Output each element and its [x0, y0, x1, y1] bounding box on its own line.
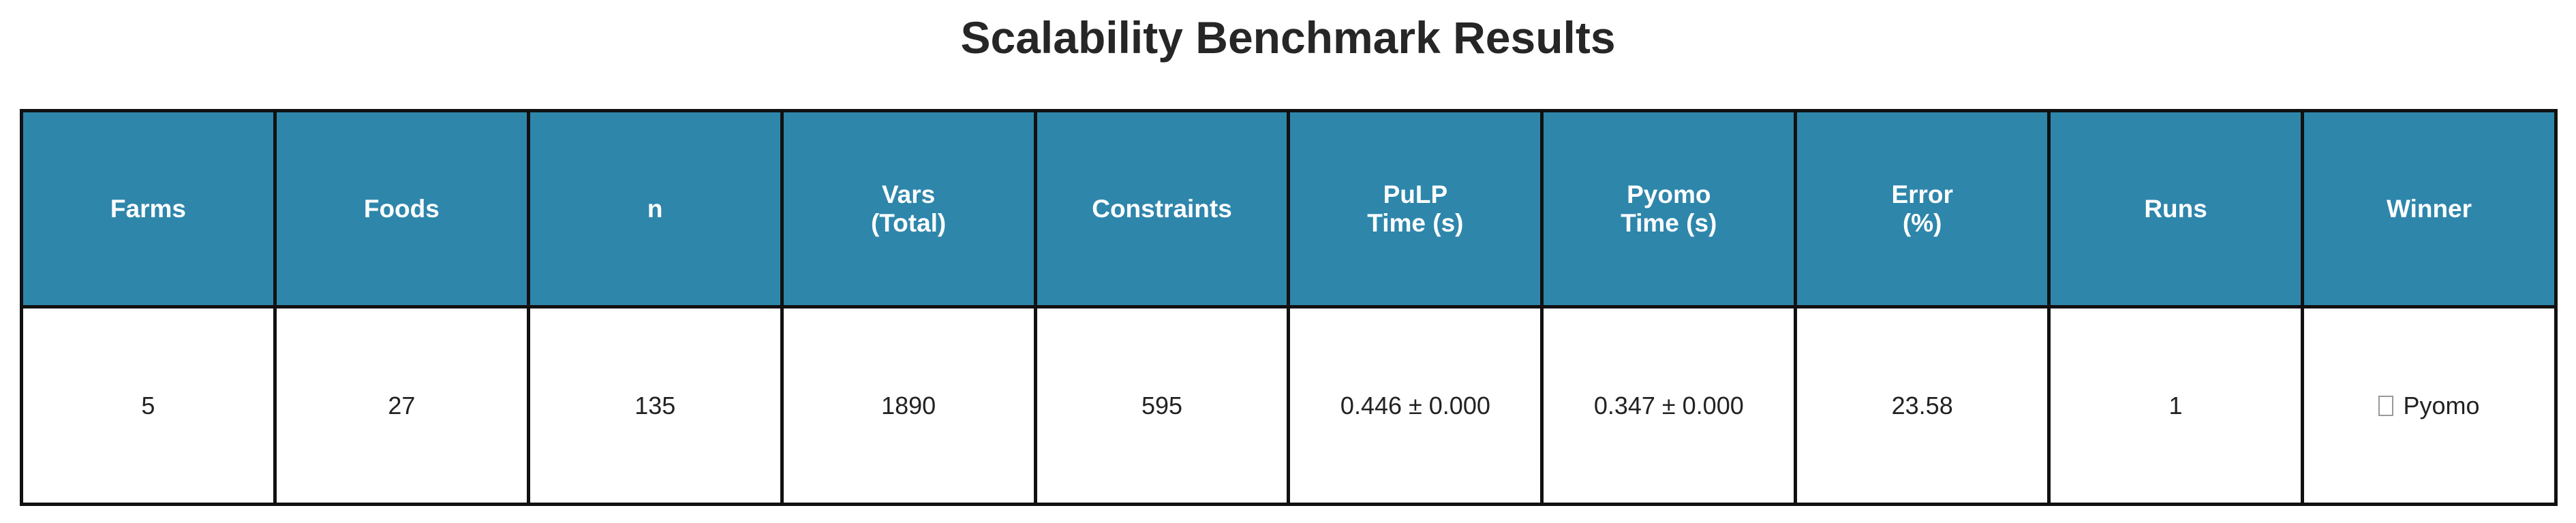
header-foods: Foods — [273, 109, 530, 308]
cell-constraints: 595 — [1033, 305, 1291, 506]
cell-pyomo-time: 0.347 ± 0.000 — [1540, 305, 1798, 506]
cell-foods: 27 — [273, 305, 530, 506]
header-row: Farms Foods n Vars (Total) Constraints P… — [20, 109, 2558, 308]
winner-label: Pyomo — [2403, 391, 2480, 419]
header-constraints: Constraints — [1033, 109, 1291, 308]
header-n: n — [526, 109, 784, 308]
cell-farms: 5 — [20, 305, 277, 506]
header-runs: Runs — [2047, 109, 2305, 308]
chart-title: Scalability Benchmark Results — [960, 12, 1616, 63]
cell-winner: Pyomo — [2301, 305, 2558, 506]
trophy-icon — [2378, 395, 2394, 416]
cell-pulp-time: 0.446 ± 0.000 — [1287, 305, 1544, 506]
cell-error: 23.58 — [1794, 305, 2051, 506]
cell-vars-total: 1890 — [780, 305, 1037, 506]
benchmark-table: Farms Foods n Vars (Total) Constraints P… — [20, 109, 2558, 506]
header-winner: Winner — [2301, 109, 2558, 308]
header-pyomo-time: Pyomo Time (s) — [1540, 109, 1798, 308]
header-pulp-time: PuLP Time (s) — [1287, 109, 1544, 308]
header-vars-total: Vars (Total) — [780, 109, 1037, 308]
header-farms: Farms — [20, 109, 277, 308]
cell-n: 135 — [526, 305, 784, 506]
table-row: 5 27 135 1890 595 0.446 ± 0.000 0.347 ± … — [20, 305, 2558, 506]
cell-runs: 1 — [2047, 305, 2305, 506]
header-error: Error (%) — [1794, 109, 2051, 308]
